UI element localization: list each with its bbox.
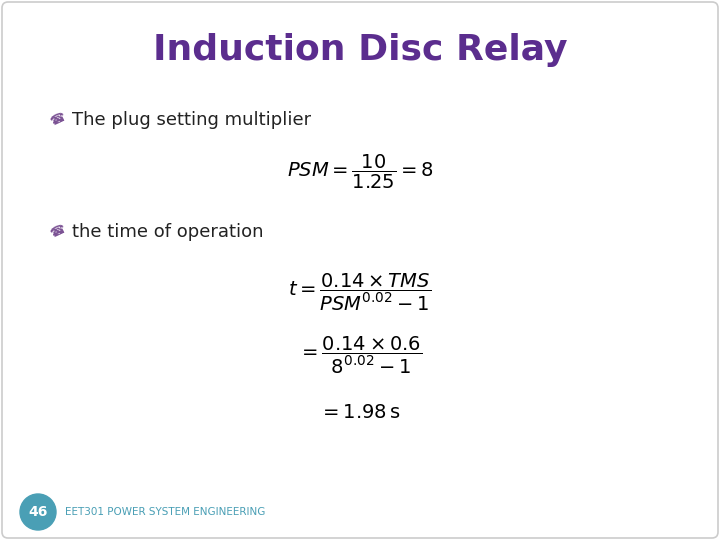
Text: Induction Disc Relay: Induction Disc Relay — [153, 33, 567, 67]
Text: ☎: ☎ — [48, 111, 68, 129]
Text: $= \dfrac{0.14 \times 0.6}{8^{0.02} - 1}$: $= \dfrac{0.14 \times 0.6}{8^{0.02} - 1}… — [298, 334, 422, 376]
Circle shape — [20, 494, 56, 530]
Text: $= 1.98\,\mathrm{s}$: $= 1.98\,\mathrm{s}$ — [319, 402, 401, 422]
Text: ☎: ☎ — [48, 223, 68, 241]
Text: the time of operation: the time of operation — [72, 223, 264, 241]
Text: $t = \dfrac{0.14 \times TMS}{PSM^{0.02} - 1}$: $t = \dfrac{0.14 \times TMS}{PSM^{0.02} … — [289, 271, 431, 313]
Text: $PSM = \dfrac{10}{1.25} = 8$: $PSM = \dfrac{10}{1.25} = 8$ — [287, 153, 433, 191]
Text: EET301 POWER SYSTEM ENGINEERING: EET301 POWER SYSTEM ENGINEERING — [65, 507, 266, 517]
Text: The plug setting multiplier: The plug setting multiplier — [72, 111, 311, 129]
Text: 46: 46 — [28, 505, 48, 519]
